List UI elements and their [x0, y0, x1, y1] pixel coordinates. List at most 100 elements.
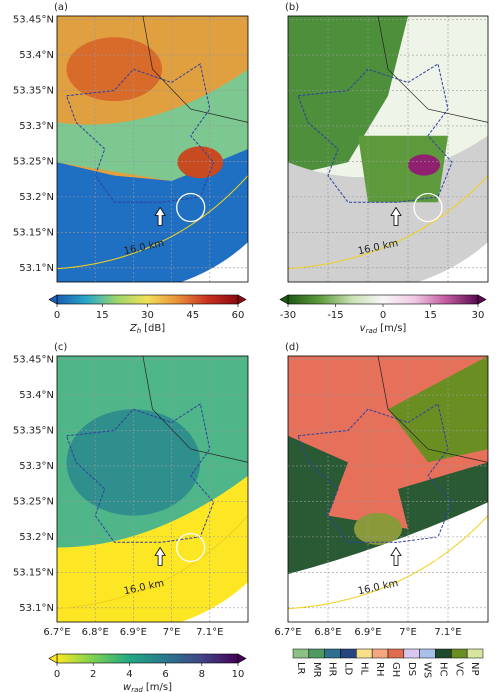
plot-frame	[56, 355, 249, 623]
y-tick-label: 53.2°N	[19, 532, 54, 543]
range-ring	[288, 175, 488, 270]
class-label: HL	[358, 662, 369, 676]
class-swatch	[292, 648, 310, 659]
label-subscript: rad	[131, 686, 143, 692]
y-tick-label: 53.25°N	[13, 496, 54, 507]
label-symbol: v	[360, 323, 367, 334]
label-unit: [m/s]	[380, 323, 406, 334]
x-tick-label: 6.7°E	[274, 627, 301, 638]
class-label: MR	[311, 662, 322, 678]
x-tick-label: 6.8°E	[82, 627, 109, 638]
colorbar-tick-label: -15	[327, 310, 343, 321]
municipal-outline	[65, 63, 215, 203]
colorbar-extend	[48, 294, 58, 305]
colorbar-extend	[237, 653, 247, 664]
field-patch	[181, 242, 248, 282]
site-circle	[413, 532, 443, 563]
class-swatch	[419, 648, 436, 659]
label-subscript: rad	[366, 327, 378, 335]
y-tick-label: 53.15°N	[13, 567, 54, 578]
site-circle	[413, 192, 443, 223]
field-patch	[66, 37, 163, 102]
x-tick-label: 7.1°E	[434, 627, 461, 638]
label-subscript: h	[137, 327, 141, 335]
colorbar-tick-label: 6	[162, 669, 168, 680]
field-patch	[181, 582, 248, 622]
field-patch	[418, 242, 488, 282]
range-ring	[57, 175, 248, 270]
panel-label: (a)	[54, 2, 68, 13]
colorbar-tick-label: 4	[126, 669, 132, 680]
y-tick-label: 53.25°N	[13, 156, 54, 167]
border	[142, 16, 248, 123]
class-swatch	[435, 648, 452, 659]
panel-label: (b)	[285, 2, 299, 13]
field-patch	[57, 475, 248, 622]
panel-label: (c)	[54, 342, 67, 353]
x-tick-label: 6.7°E	[43, 627, 70, 638]
class-label: WS	[422, 662, 433, 678]
colorbar-tick-label: 10	[232, 669, 245, 680]
arrow	[154, 206, 166, 226]
y-tick-label: 53.4°N	[19, 50, 54, 61]
municipal-outline	[297, 403, 453, 543]
y-tick-label: 53.3°N	[19, 121, 54, 132]
x-tick-label: 7°E	[163, 627, 181, 638]
class-label: VC	[453, 662, 464, 676]
colorbar-tick-label: 45	[186, 310, 199, 321]
y-tick-label: 53.1°N	[19, 263, 54, 274]
colorbar-tick-label: 2	[90, 669, 96, 680]
x-tick-label: 6.8°E	[314, 627, 341, 638]
y-tick-label: 53.15°N	[13, 227, 54, 238]
panel-label: (d)	[285, 342, 299, 353]
colorbar-label: Zh [dB]	[129, 323, 165, 335]
border	[377, 356, 488, 463]
colorbar-tick-label: 60	[232, 310, 245, 321]
plot-frame	[56, 15, 249, 283]
class-swatch	[466, 648, 484, 659]
map-layer: 16.0 km	[57, 16, 248, 282]
colorbar	[56, 653, 239, 664]
class-swatch	[387, 648, 405, 659]
border	[377, 16, 488, 123]
plot-frame	[287, 15, 489, 283]
y-tick-label: 53.45°N	[13, 355, 54, 366]
range-ring	[288, 515, 488, 610]
colorbar-tick-label: 30	[472, 310, 485, 321]
y-tick-label: 53.35°N	[13, 85, 54, 96]
arrow	[154, 546, 166, 566]
colorbar-tick-label: 0	[54, 669, 60, 680]
label-symbol: w	[123, 682, 132, 692]
site-circle	[176, 532, 206, 563]
class-label: RH	[374, 662, 385, 676]
colorbar-extend	[237, 294, 247, 305]
y-tick-label: 53.35°N	[13, 425, 54, 436]
class-swatch	[356, 648, 373, 659]
class-label: HR	[327, 662, 338, 677]
map-layer: 16.0 km	[288, 356, 488, 622]
arrow	[390, 206, 402, 226]
class-label: GH	[390, 662, 401, 677]
colorbar-tick-label: 15	[424, 310, 437, 321]
label-symbol: Z	[129, 323, 138, 334]
y-tick-label: 53.1°N	[19, 603, 54, 614]
field-patch	[408, 154, 440, 176]
colorbar	[287, 294, 479, 305]
site-circle	[176, 192, 206, 223]
y-tick-label: 53.45°N	[13, 15, 54, 26]
class-label: LD	[342, 662, 353, 676]
x-tick-label: 7.1°E	[196, 627, 223, 638]
colorbar-tick-label: 8	[199, 669, 205, 680]
class-label: DS	[406, 662, 417, 676]
map-layer: 16.0 km	[288, 16, 488, 282]
x-tick-label: 7°E	[399, 627, 417, 638]
field-patch	[288, 502, 488, 622]
field-patch	[177, 146, 224, 179]
label-unit: [dB]	[144, 323, 165, 334]
colorbar-label: wrad [m/s]	[123, 682, 172, 692]
municipal-outline	[297, 63, 453, 203]
class-swatch	[451, 648, 468, 659]
field-patch	[388, 356, 488, 463]
colorbar-extend	[477, 294, 487, 305]
class-swatch	[340, 648, 357, 659]
